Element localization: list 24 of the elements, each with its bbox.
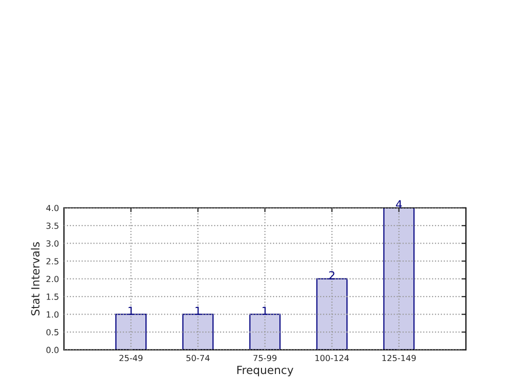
y-tick-label: 0.5 (46, 329, 58, 336)
y-axis-title: Stat Intervals (30, 242, 40, 316)
y-tick-label: 3.5 (46, 222, 58, 229)
x-tick-label: 75-99 (254, 354, 276, 362)
y-tick-label: 4.0 (46, 204, 59, 212)
bar (316, 278, 348, 350)
data-label: 1 (196, 306, 200, 315)
data-label: 4 (396, 200, 402, 208)
y-tick-label: 0.0 (46, 346, 59, 354)
bar (249, 314, 281, 350)
x-tick-label: 125-149 (382, 354, 416, 362)
y-tick-label: 2.0 (46, 276, 59, 282)
x-axis-title: Frequency (237, 366, 294, 376)
data-label: 1 (128, 306, 134, 315)
bar (383, 208, 415, 350)
y-tick-label: 1.5 (46, 294, 58, 300)
x-tick-label: 100-124 (315, 354, 349, 362)
bar (182, 314, 214, 350)
bar (115, 314, 147, 350)
y-tick-label: 3.0 (46, 240, 59, 247)
x-tick-label: 25-49 (119, 354, 142, 362)
y-tick-label: 1.0 (46, 311, 59, 318)
x-tick-label: 50-74 (186, 354, 210, 362)
y-tick-label: 2.5 (46, 258, 58, 264)
